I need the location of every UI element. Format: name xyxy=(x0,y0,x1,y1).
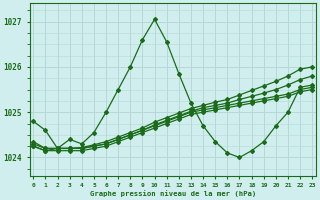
X-axis label: Graphe pression niveau de la mer (hPa): Graphe pression niveau de la mer (hPa) xyxy=(90,190,256,197)
